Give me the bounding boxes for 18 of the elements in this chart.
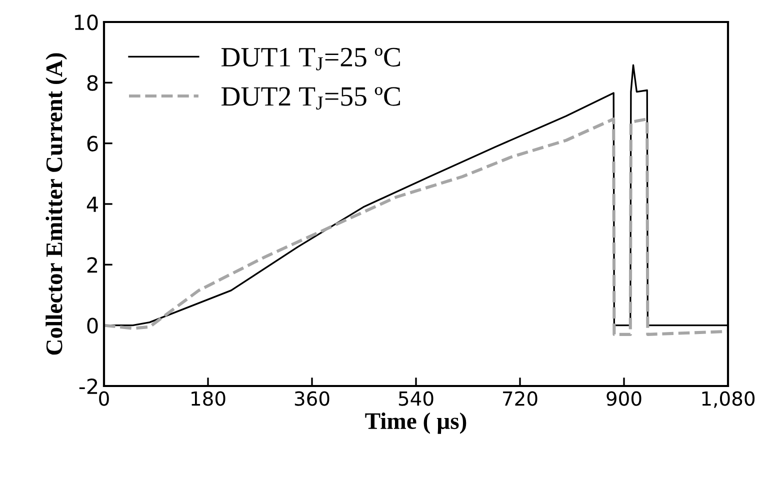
x-tick-label: 540 — [398, 391, 434, 406]
x-tick-label: 720 — [503, 391, 538, 406]
y-tick-label: 0 — [87, 318, 98, 334]
legend-label: DUT1 T$_{J}$=25 ºC — [221, 48, 400, 70]
x-tick-label: 900 — [606, 391, 642, 406]
legend-label: DUT2 T$_{J}$=55 ºC — [221, 87, 400, 110]
y-tick-label: 2 — [87, 257, 98, 273]
x-tick-label: 1,080 — [702, 391, 755, 408]
x-tick-label: 360 — [294, 391, 330, 406]
x-tick-label: 180 — [192, 391, 226, 406]
x-axis-title: Time ( µs) — [365, 412, 466, 434]
y-tick-label: 4 — [86, 196, 98, 212]
y-tick-label: -2 — [79, 378, 98, 394]
y-axis-title: Collector Emitter Current (A) — [46, 53, 68, 355]
y-tick-label: 6 — [87, 136, 98, 152]
y-tick-label: 8 — [87, 75, 98, 91]
y-tick-label: 10 — [74, 14, 98, 30]
x-tick-label: 0 — [99, 391, 109, 406]
